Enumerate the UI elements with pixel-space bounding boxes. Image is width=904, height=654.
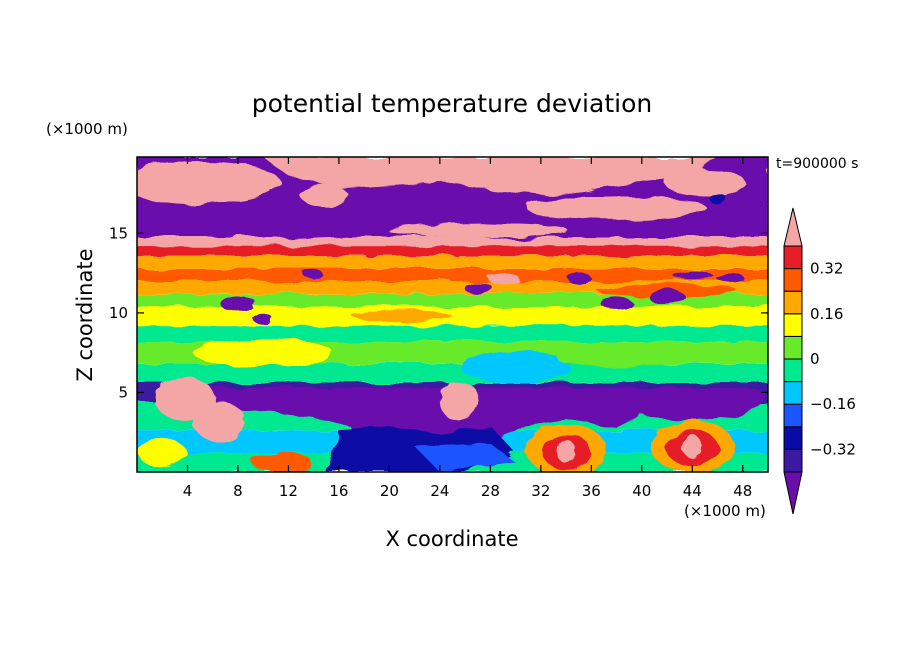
x-tick-label: 28 xyxy=(481,482,500,500)
colorbar-segment xyxy=(783,335,803,360)
colorbar-label: −0.32 xyxy=(810,440,856,458)
x-tick-label: 40 xyxy=(632,482,651,500)
x-tick-label: 20 xyxy=(380,482,399,500)
x-tick-label: 16 xyxy=(329,482,348,500)
colorbar-segment xyxy=(783,268,803,292)
colorbar-segment xyxy=(783,381,803,405)
colorbar: 0.32 0.16 0 −0.16 −0.32 xyxy=(783,207,856,515)
x-axis: 4 8 12 16 20 24 28 32 36 40 44 48 xyxy=(183,157,752,500)
colorbar-upper-extension xyxy=(783,207,803,247)
y-axis: 5 10 15 xyxy=(109,224,768,401)
plot-frame xyxy=(136,156,769,473)
contour-field xyxy=(137,157,768,472)
x-axis-label: X coordinate xyxy=(385,527,518,551)
colorbar-segment xyxy=(783,358,803,383)
colorbar-label: 0.16 xyxy=(810,305,843,323)
y-tick-label: 5 xyxy=(118,383,128,401)
colorbar-label: 0 xyxy=(810,350,820,368)
x-tick-label: 24 xyxy=(430,482,449,500)
colorbar-label: −0.16 xyxy=(810,395,856,413)
colorbar-segment xyxy=(783,290,803,315)
colorbar-segment xyxy=(783,448,803,473)
colorbar-segment xyxy=(783,313,803,337)
chart-title: potential temperature deviation xyxy=(252,89,652,118)
y-axis-unit: (×1000 m) xyxy=(46,120,128,138)
colorbar-segment xyxy=(783,426,803,450)
time-label: t=900000 s xyxy=(776,156,858,172)
y-tick-label: 15 xyxy=(109,224,128,242)
x-tick-label: 8 xyxy=(233,482,243,500)
y-axis-label: Z coordinate xyxy=(73,248,97,381)
colorbar-lower-extension xyxy=(783,471,803,515)
x-tick-label: 44 xyxy=(683,482,702,500)
colorbar-segment xyxy=(783,403,803,428)
x-tick-label: 32 xyxy=(531,482,550,500)
x-tick-label: 4 xyxy=(183,482,193,500)
colorbar-label: 0.32 xyxy=(810,260,843,278)
x-axis-unit: (×1000 m) xyxy=(684,502,766,520)
y-tick-label: 10 xyxy=(109,304,128,322)
x-tick-label: 36 xyxy=(582,482,601,500)
x-tick-label: 12 xyxy=(279,482,298,500)
x-tick-label: 48 xyxy=(733,482,752,500)
colorbar-segment xyxy=(783,245,803,270)
